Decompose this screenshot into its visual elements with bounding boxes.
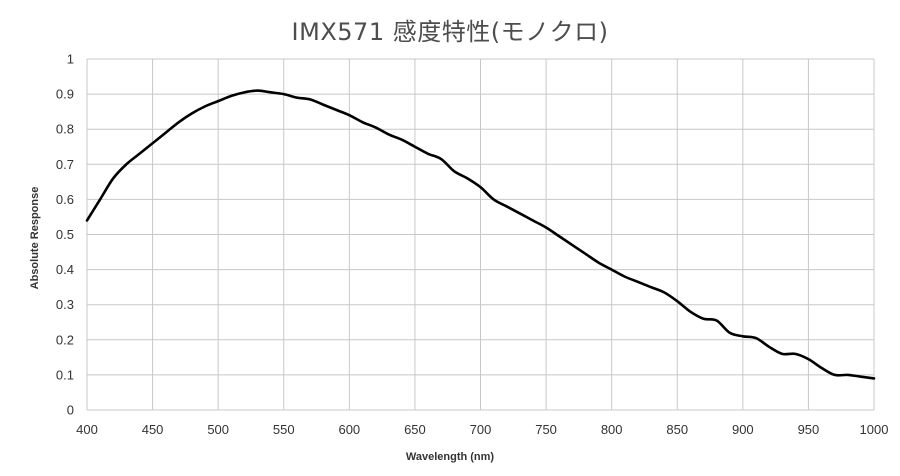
series-group bbox=[85, 89, 876, 380]
y-axis-label: Absolute Response bbox=[29, 187, 41, 290]
y-tick-label: 0.1 bbox=[56, 367, 74, 382]
y-tick-label: 0.2 bbox=[56, 332, 74, 347]
chart-title: IMX571 感度特性(モノクロ) bbox=[292, 18, 609, 46]
y-tick-label: 0.7 bbox=[56, 157, 74, 172]
x-tick-label: 800 bbox=[601, 422, 623, 437]
x-tick-label: 900 bbox=[732, 422, 754, 437]
y-tick-label: 0.9 bbox=[56, 87, 74, 102]
x-tick-label: 750 bbox=[535, 422, 557, 437]
x-axis-label: Wavelength (nm) bbox=[406, 451, 495, 463]
x-tick-label: 1000 bbox=[860, 422, 889, 437]
x-tick-label: 700 bbox=[470, 422, 492, 437]
x-tick-label: 600 bbox=[338, 422, 360, 437]
y-tick-label: 0.6 bbox=[56, 192, 74, 207]
y-tick-label: 1 bbox=[67, 52, 74, 67]
y-tick-labels: 0 0.1 0.2 0.3 0.4 0.5 0.6 0.7 0.8 0.9 1 bbox=[56, 52, 74, 418]
x-tick-label: 500 bbox=[207, 422, 229, 437]
series-line-0 bbox=[85, 89, 876, 380]
y-tick-label: 0.3 bbox=[56, 297, 74, 312]
y-tick-label: 0.5 bbox=[56, 227, 74, 242]
grid-lines bbox=[86, 58, 875, 411]
y-tick-label: 0.8 bbox=[56, 122, 74, 137]
x-tick-label: 450 bbox=[142, 422, 164, 437]
x-tick-label: 650 bbox=[404, 422, 426, 437]
x-tick-label: 550 bbox=[273, 422, 295, 437]
x-tick-label: 950 bbox=[798, 422, 820, 437]
y-tick-label: 0 bbox=[67, 403, 74, 418]
x-tick-label: 850 bbox=[666, 422, 688, 437]
x-tick-label: 400 bbox=[76, 422, 98, 437]
y-tick-label: 0.4 bbox=[56, 262, 74, 277]
x-tick-labels: 400 450 500 550 600 650 700 750 800 850 900 950 1000 bbox=[76, 422, 888, 437]
